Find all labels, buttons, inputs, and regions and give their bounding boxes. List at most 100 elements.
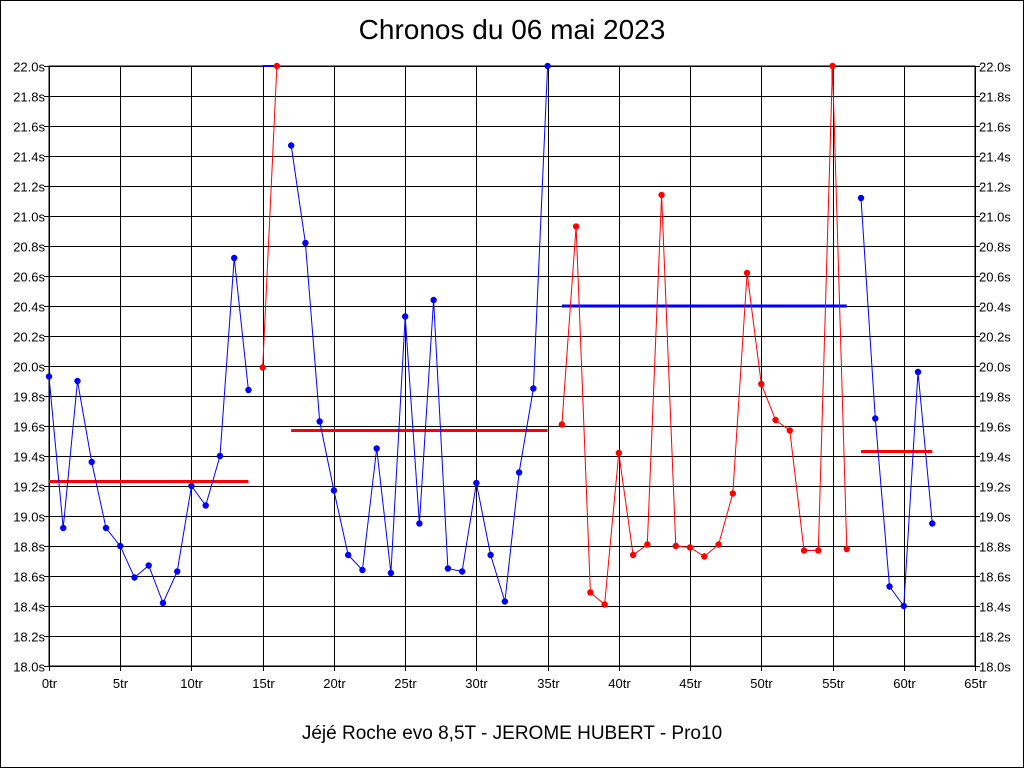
data-point — [743, 269, 751, 277]
data-point — [900, 602, 907, 610]
x-tick-label: 50tr — [750, 676, 773, 691]
average-lines — [49, 304, 933, 483]
y-tick-label-right: 20.8s — [979, 240, 1011, 255]
data-point — [202, 502, 209, 509]
data-point — [45, 373, 53, 380]
series-line — [561, 65, 848, 606]
series-line — [48, 257, 249, 605]
x-tick-label: 10tr — [180, 676, 203, 691]
data-point — [701, 553, 708, 560]
data-point — [672, 542, 680, 550]
data-point — [658, 191, 665, 199]
y-tick-label-left: 18.0s — [13, 660, 45, 675]
data-point — [387, 569, 395, 577]
data-point — [344, 551, 352, 559]
y-tick-label-right: 18.8s — [979, 540, 1011, 555]
data-point — [886, 583, 893, 590]
y-tick-label-left: 21.8s — [13, 90, 45, 105]
x-tick-label: 45tr — [679, 676, 702, 691]
y-tick-label-left: 21.2s — [13, 180, 45, 195]
data-point — [131, 574, 138, 581]
y-tick-label-left: 21.4s — [13, 150, 45, 165]
y-tick-label-left: 20.2s — [13, 330, 45, 345]
data-point — [245, 386, 252, 394]
x-tick-label: 35tr — [537, 676, 560, 691]
y-tick-label-right: 18.4s — [979, 600, 1011, 615]
data-point — [74, 377, 81, 385]
y-tick-label-left: 22.0s — [13, 60, 45, 75]
data-point — [501, 598, 509, 605]
data-point — [60, 524, 67, 532]
y-tick-label-right: 18.2s — [979, 630, 1011, 645]
x-tick-label: 25tr — [394, 676, 417, 691]
data-point — [145, 562, 152, 569]
x-tick-label: 0tr — [42, 676, 58, 691]
y-tick-label-left: 19.8s — [13, 390, 45, 405]
data-point — [515, 469, 523, 476]
y-tick-label-right: 21.0s — [979, 210, 1011, 225]
data-point — [587, 589, 594, 596]
y-tick-label-left: 18.4s — [13, 600, 45, 615]
data-point — [729, 490, 737, 497]
x-tick-label: 55tr — [822, 676, 845, 691]
y-tick-label-left: 18.2s — [13, 630, 45, 645]
y-tick-label-left: 21.6s — [13, 120, 45, 135]
chart-subtitle: Jéjé Roche evo 8,5T - JEROME HUBERT - Pr… — [301, 723, 723, 744]
series-points — [45, 62, 936, 610]
y-tick-label-right: 19.2s — [979, 480, 1011, 495]
data-point — [287, 142, 295, 149]
data-point — [601, 601, 608, 608]
data-point — [102, 524, 110, 532]
data-point — [558, 421, 566, 428]
data-point — [188, 482, 195, 490]
data-point — [929, 520, 936, 527]
data-point — [359, 566, 366, 574]
y-tick-label-right: 19.0s — [979, 510, 1011, 525]
x-tick-label: 60tr — [893, 676, 916, 691]
data-point — [216, 452, 224, 460]
data-point — [843, 545, 850, 553]
y-tick-label-left: 18.6s — [13, 570, 45, 585]
y-tick-label-right: 22.0s — [979, 60, 1011, 75]
data-point — [615, 449, 623, 457]
data-point — [473, 479, 480, 487]
data-point — [487, 551, 494, 559]
x-tick-label: 5tr — [113, 676, 129, 691]
x-tick-label: 20tr — [323, 676, 346, 691]
x-tick-label: 40tr — [608, 676, 631, 691]
data-point — [815, 547, 822, 554]
data-point — [174, 568, 181, 575]
y-tick-label-left: 19.0s — [13, 510, 45, 525]
data-point — [715, 541, 722, 548]
y-tick-label-left: 19.2s — [13, 480, 45, 495]
data-point — [316, 418, 323, 425]
series-line — [262, 65, 278, 368]
data-point — [800, 547, 808, 554]
data-point — [88, 458, 95, 466]
data-point — [786, 427, 793, 434]
series-line — [860, 197, 933, 608]
y-tick-label-right: 21.6s — [979, 120, 1011, 135]
data-point — [302, 239, 309, 247]
y-tick-label-right: 20.6s — [979, 270, 1011, 285]
data-point — [444, 565, 452, 572]
data-point — [330, 487, 338, 494]
y-tick-label-right: 19.4s — [979, 450, 1011, 465]
data-point — [259, 364, 266, 371]
y-tick-label-right: 18.6s — [979, 570, 1011, 585]
data-point — [857, 194, 865, 202]
chart-title: Chronos du 06 mai 2023 — [358, 14, 666, 45]
y-tick-label-left: 19.6s — [13, 420, 45, 435]
y-tick-label-left: 20.8s — [13, 240, 45, 255]
data-point — [914, 368, 922, 376]
data-point — [644, 541, 651, 548]
x-tick-label: 65tr — [964, 676, 987, 691]
y-tick-label-right: 19.6s — [979, 420, 1011, 435]
data-point — [544, 62, 551, 70]
y-tick-label-right: 20.2s — [979, 330, 1011, 345]
tick-labels: 0tr 5tr 10tr 15tr 20tr 25tr 30tr 35tr 40tr 45tr 50… — [13, 60, 1011, 692]
x-tick-label: 15tr — [252, 676, 275, 691]
x-tick-label: 30tr — [465, 676, 488, 691]
y-tick-label-left: 20.0s — [13, 360, 45, 375]
data-point — [458, 568, 466, 575]
